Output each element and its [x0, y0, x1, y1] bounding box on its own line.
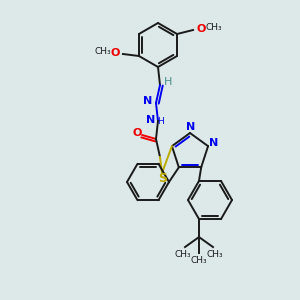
Text: CH₃: CH₃ — [191, 256, 207, 265]
Text: H: H — [157, 118, 164, 127]
Text: O: O — [132, 128, 142, 138]
Text: O: O — [196, 24, 206, 34]
Text: S: S — [158, 172, 167, 184]
Text: CH₃: CH₃ — [175, 250, 191, 259]
Text: N: N — [146, 115, 156, 125]
Text: N: N — [209, 138, 219, 148]
Text: CH₃: CH₃ — [205, 22, 222, 32]
Text: CH₃: CH₃ — [207, 250, 223, 259]
Text: O: O — [111, 48, 120, 58]
Text: H: H — [164, 77, 172, 87]
Text: N: N — [186, 122, 196, 132]
Text: N: N — [143, 96, 153, 106]
Text: CH₃: CH₃ — [94, 47, 111, 56]
